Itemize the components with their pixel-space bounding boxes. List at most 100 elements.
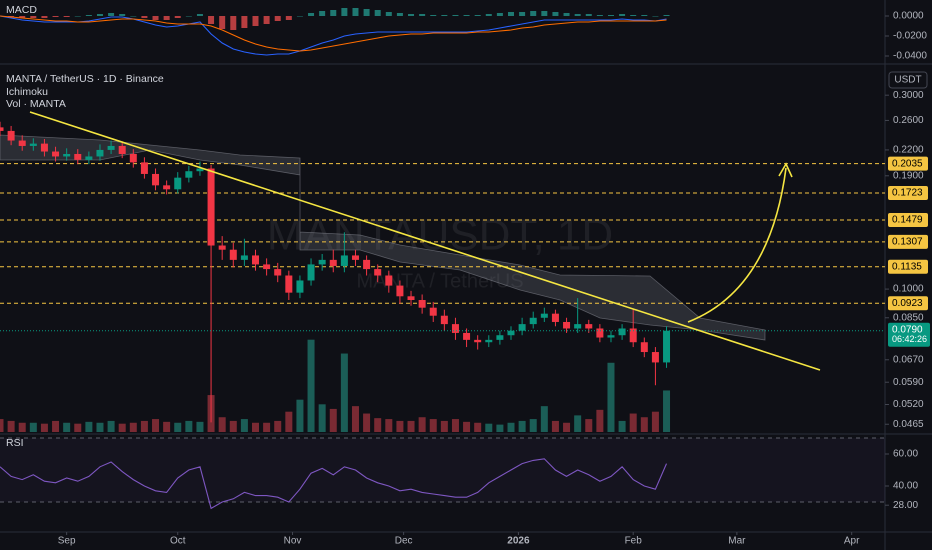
macd-histogram	[330, 10, 337, 16]
candle-body	[163, 185, 171, 190]
volume-bar	[540, 406, 548, 432]
candle-body	[285, 275, 293, 293]
macd-histogram	[241, 16, 248, 28]
macd-histogram	[108, 13, 115, 16]
volume-bar	[296, 399, 304, 432]
macd-histogram	[452, 15, 459, 16]
macd-histogram	[563, 13, 570, 16]
macd-histogram	[408, 14, 415, 16]
candle-body	[396, 285, 404, 297]
candle-body	[18, 140, 26, 146]
volume-bar	[140, 420, 148, 432]
level-label: 0.2035	[892, 158, 923, 169]
macd-histogram	[96, 14, 103, 16]
volume-bar	[518, 420, 526, 432]
rsi-line	[0, 458, 668, 510]
y-tick-label: 0.2200	[893, 145, 924, 156]
macd-histogram	[41, 16, 48, 18]
macd-histogram	[485, 14, 492, 16]
volume-bar	[418, 417, 426, 432]
macd-histogram	[385, 12, 392, 16]
macd-histogram	[296, 16, 303, 17]
volume-bar	[496, 424, 504, 432]
volume-bar	[463, 421, 471, 432]
macd-histogram	[174, 16, 181, 18]
volume-bar	[7, 420, 15, 432]
candle-body	[96, 149, 104, 157]
macd-histogram	[352, 8, 359, 16]
volume-bar	[629, 413, 637, 432]
macd-histogram	[285, 16, 292, 20]
macd-histogram	[374, 10, 381, 16]
volume-bar	[563, 422, 571, 432]
y-tick-label: 0.1000	[893, 284, 924, 295]
macd-histogram	[74, 16, 81, 17]
volume-bar	[252, 422, 260, 432]
x-tick-label: Feb	[625, 536, 643, 547]
volume-bar	[429, 419, 437, 432]
macd-histogram	[308, 13, 315, 16]
volume-bar	[385, 419, 393, 432]
volume-bar	[63, 422, 71, 432]
candle-body	[351, 255, 359, 260]
y-tick-label: 0.3000	[893, 90, 924, 101]
macd-histogram	[85, 15, 92, 16]
candle-body	[507, 330, 515, 336]
candle-body	[574, 324, 582, 329]
candle-body	[363, 259, 371, 270]
candle-body	[63, 153, 71, 157]
last-price-label: 0.0790	[892, 324, 923, 335]
volume-bar	[585, 419, 593, 432]
y-tick-label: 0.0590	[893, 377, 924, 388]
macd-line	[0, 15, 667, 56]
unit-box[interactable]	[888, 71, 928, 89]
candle-body	[129, 153, 137, 163]
candle-body	[474, 339, 482, 343]
y-tick-label: 0.0465	[893, 419, 924, 430]
macd-histogram	[196, 14, 203, 16]
macd-histogram	[463, 15, 470, 16]
macd-histogram	[474, 15, 481, 16]
candle-body	[207, 168, 215, 246]
macd-histogram	[263, 16, 270, 24]
volume-bar	[40, 423, 48, 432]
macd-histogram	[652, 16, 659, 17]
candle-body	[451, 324, 459, 333]
macd-legend: MACD	[6, 4, 37, 16]
candle-body	[329, 259, 337, 266]
candle-body	[607, 335, 615, 338]
macd-histogram	[252, 16, 259, 26]
volume-bar	[318, 404, 326, 432]
macd-histogram	[19, 16, 26, 18]
level-tag	[888, 156, 928, 171]
volume-bar	[52, 420, 60, 432]
x-tick-label: Apr	[844, 536, 860, 547]
axis-unit[interactable]: USDT	[894, 75, 921, 86]
volume-bar	[152, 419, 160, 432]
candle-body	[374, 269, 382, 276]
candle-body	[440, 315, 448, 325]
volume-bar	[329, 408, 337, 432]
macd-histogram	[419, 14, 426, 16]
candle-body	[485, 339, 493, 343]
macd-histogram	[163, 16, 170, 20]
x-tick-label: Sep	[58, 536, 76, 547]
indicator-legend: Ichimoku	[6, 86, 48, 98]
volume-bar	[240, 419, 248, 432]
candle-body	[74, 153, 82, 160]
symbol-legend: MANTA / TetherUS · 1D · Binance	[6, 73, 164, 85]
x-tick-label: Dec	[395, 536, 413, 547]
candle-body	[29, 143, 37, 146]
volume-bar	[29, 422, 37, 432]
y-tick-label: -0.0200	[893, 31, 927, 42]
candle-body	[152, 173, 160, 186]
macd-histogram	[363, 9, 370, 16]
x-tick-label: Mar	[728, 536, 746, 547]
macd-histogram	[63, 16, 70, 17]
macd-histogram	[541, 11, 548, 16]
volume-bar	[474, 422, 482, 432]
macd-histogram	[396, 13, 403, 16]
macd-histogram	[641, 15, 648, 16]
candle-body	[407, 296, 415, 301]
